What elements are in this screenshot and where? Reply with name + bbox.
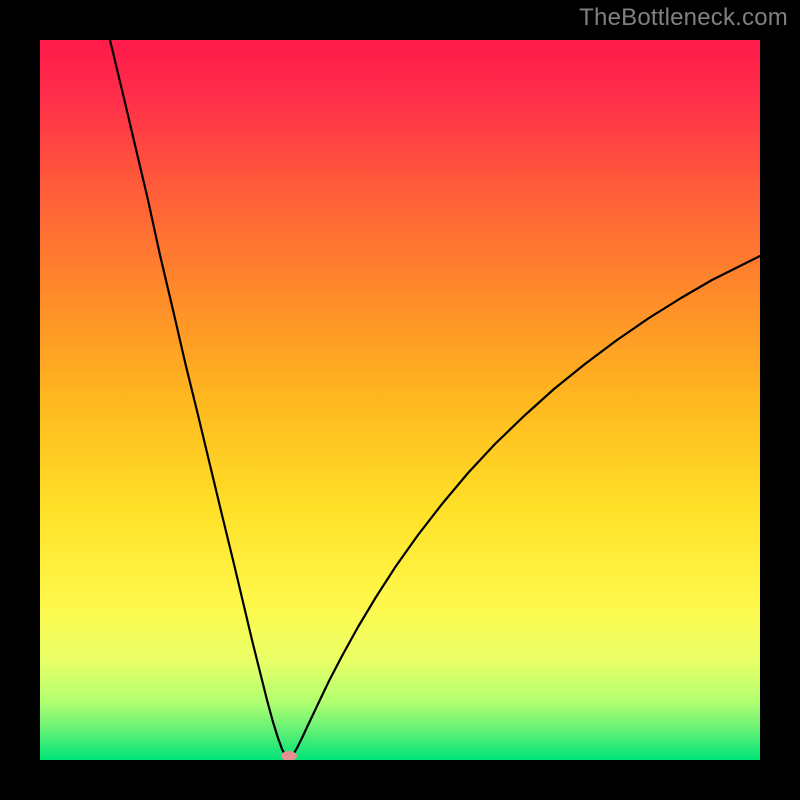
- plot-border-right: [760, 38, 762, 762]
- plot-border-left: [38, 38, 40, 762]
- outer-margin-left: [0, 0, 40, 800]
- chart-background: [40, 40, 760, 760]
- outer-margin-bottom: [0, 762, 800, 800]
- chart-frame: TheBottleneck.com: [0, 0, 800, 800]
- plot-border-top: [0, 38, 800, 40]
- plot-border-bottom: [0, 760, 800, 762]
- watermark-text: TheBottleneck.com: [579, 4, 788, 32]
- bottleneck-chart: [40, 40, 760, 760]
- outer-margin-right: [762, 0, 800, 800]
